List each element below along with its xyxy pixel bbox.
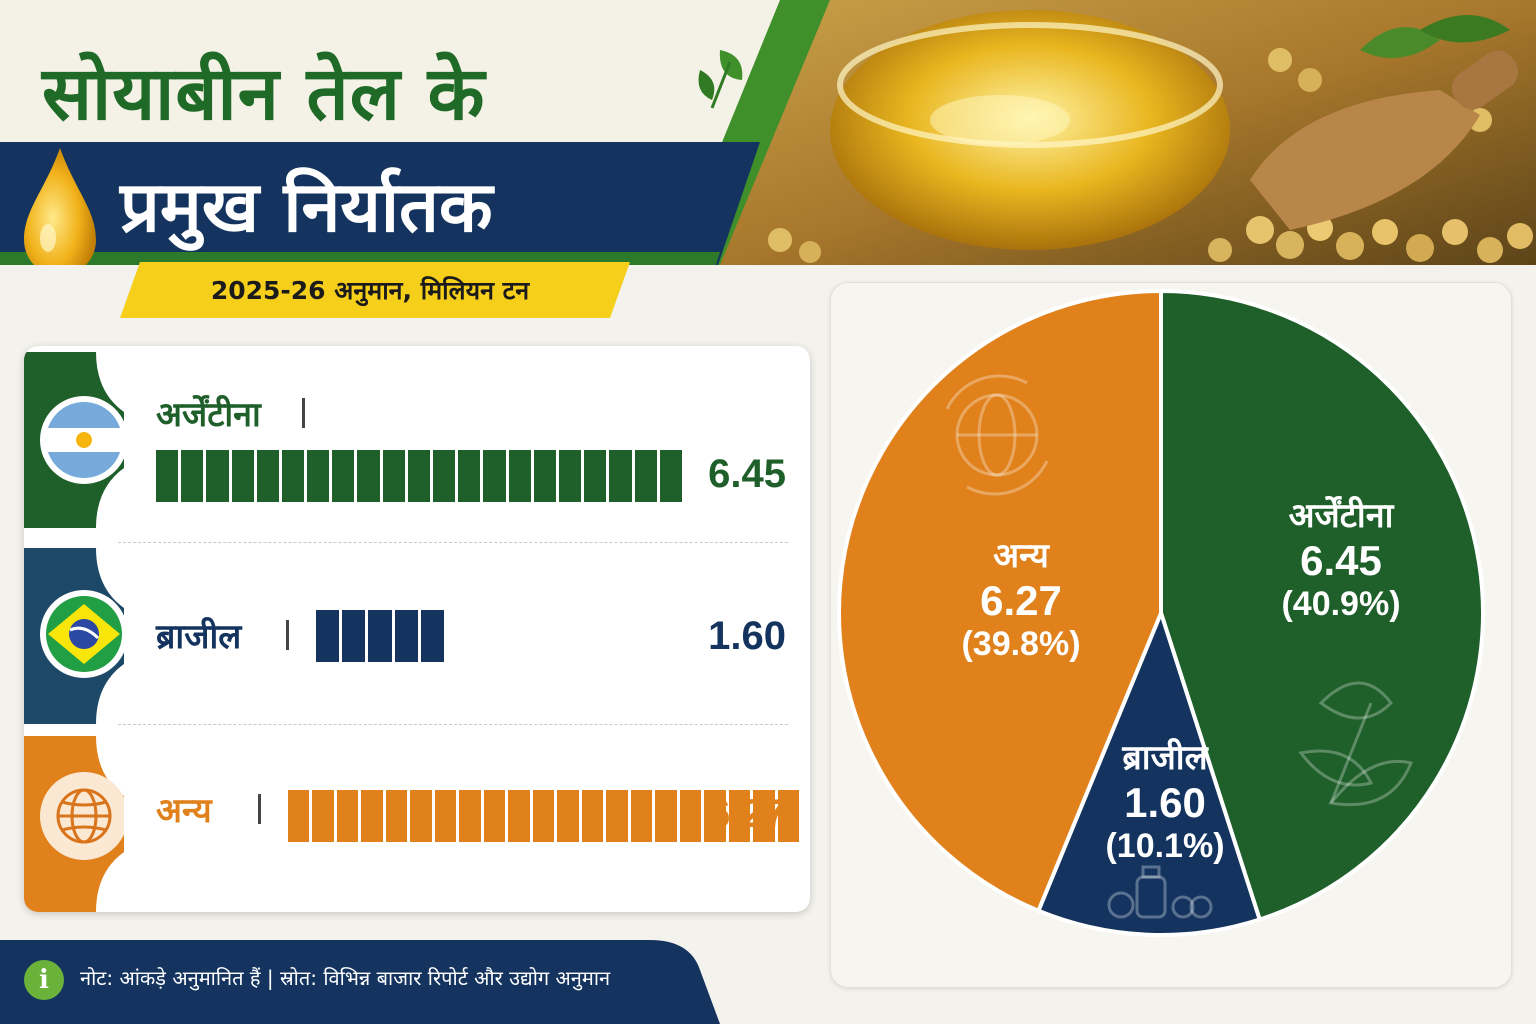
page-title-line1: सोयाबीन तेल के	[42, 51, 486, 137]
bar-segment-others	[385, 790, 408, 842]
bar-segment-others	[728, 790, 751, 842]
bar-segment-others	[557, 790, 579, 842]
bar-segment-others	[312, 790, 334, 842]
bar-value-others: 6.27	[708, 792, 786, 836]
bar-segment-brazil	[368, 610, 392, 662]
leaf-pod-icon	[1298, 681, 1414, 807]
bar-segment-argentina	[357, 450, 380, 502]
pie-label-argentina: अर्जेंटीना 6.45 (40.9%)	[1281, 496, 1401, 623]
bar-segment-others	[434, 790, 457, 842]
bar-segment-brazil	[316, 610, 340, 662]
bar-segment-others	[532, 790, 555, 842]
bar-segment-others	[508, 790, 530, 842]
bar-segment-others	[361, 790, 383, 842]
wooden-scoop-image	[1250, 90, 1480, 230]
bar-segment-others	[606, 790, 628, 842]
bar-segment-argentina	[483, 450, 506, 502]
bar-segment-others	[336, 790, 359, 842]
bar-segment-argentina	[156, 450, 179, 502]
brazil-flag-icon	[46, 596, 122, 672]
bar-segment-argentina	[281, 450, 305, 502]
subtitle-ribbon	[120, 262, 630, 318]
bar-segment-argentina	[659, 450, 682, 502]
bar-segment-argentina	[584, 450, 607, 502]
pie-slice-brazil	[1035, 607, 1263, 937]
bar-label-others: अन्य	[156, 791, 212, 831]
bar-segment-argentina	[307, 450, 330, 502]
bar-segment-argentina	[181, 450, 204, 502]
bar-segment-argentina	[433, 450, 456, 502]
bar-segment-others	[704, 790, 726, 842]
bar-segment-argentina	[382, 450, 405, 502]
bar-argentina	[156, 450, 685, 502]
bar-brazil	[316, 610, 447, 662]
products-icon	[1107, 865, 1213, 919]
bar-row-argentina: अर्जेंटीना 6.45	[24, 352, 810, 528]
bar-segment-argentina	[634, 450, 657, 502]
bar-segment-others	[459, 790, 481, 842]
bar-segment-argentina	[332, 450, 355, 502]
bar-segment-argentina	[558, 450, 582, 502]
bar-chart-card: अर्जेंटीना 6.45 ब्राजील	[24, 346, 810, 912]
globe-recycle-icon	[945, 374, 1049, 496]
bar-segment-others	[630, 790, 653, 842]
leaf-icon	[698, 50, 743, 109]
globe-icon	[56, 788, 112, 844]
pie-chart	[837, 288, 1485, 937]
soybeans-image	[768, 48, 1533, 263]
header-banner	[0, 0, 1536, 265]
page-title-line2: प्रमुख निर्यातक	[120, 166, 493, 248]
header-background	[0, 0, 1536, 265]
bar-segment-argentina	[508, 450, 531, 502]
bar-segment-brazil	[420, 610, 445, 662]
bar-value-argentina: 6.45	[708, 452, 786, 496]
bar-segment-others	[777, 790, 800, 842]
bar-segment-others	[483, 790, 506, 842]
bar-label-brazil: ब्राजील	[156, 617, 242, 657]
subtitle: 2025-26 अनुमान, मिलियन टन	[210, 276, 530, 305]
bar-segment-others	[288, 790, 310, 842]
pie-slice-others	[837, 288, 1163, 914]
bar-segment-brazil	[342, 610, 366, 662]
bar-segment-argentina	[533, 450, 556, 502]
bar-label-argentina: अर्जेंटीना	[156, 395, 261, 435]
bar-value-brazil: 1.60	[708, 614, 786, 658]
bar-others	[288, 790, 802, 842]
bar-segment-argentina	[231, 450, 254, 502]
bar-segment-others	[679, 790, 702, 842]
pie-slice-argentina	[1159, 288, 1485, 923]
bar-segment-argentina	[609, 450, 632, 502]
bar-row-others: अन्य 6.27	[24, 736, 810, 912]
bar-segment-others	[410, 790, 432, 842]
bar-segment-others	[753, 790, 775, 842]
footer-banner	[0, 940, 720, 1024]
bar-segment-argentina	[256, 450, 279, 502]
info-icon: i	[24, 960, 64, 1000]
bar-segment-argentina	[458, 450, 481, 502]
footer-note: नोट: आंकड़े अनुमानित हैं | स्रोत: विभिन्…	[80, 966, 611, 990]
bar-segment-brazil	[394, 610, 418, 662]
pie-chart-card: अर्जेंटीना 6.45 (40.9%) अन्य 6.27 (39.8%…	[830, 282, 1512, 988]
pie-label-others: अन्य 6.27 (39.8%)	[961, 536, 1081, 663]
bar-segment-argentina	[407, 450, 431, 502]
bar-segment-others	[655, 790, 677, 842]
pie-label-brazil: ब्राजील 1.60 (10.1%)	[1105, 738, 1225, 865]
title-band	[0, 142, 760, 265]
bar-segment-others	[581, 790, 604, 842]
bar-row-brazil: ब्राजील 1.60	[24, 548, 810, 724]
bar-segment-argentina	[206, 450, 229, 502]
